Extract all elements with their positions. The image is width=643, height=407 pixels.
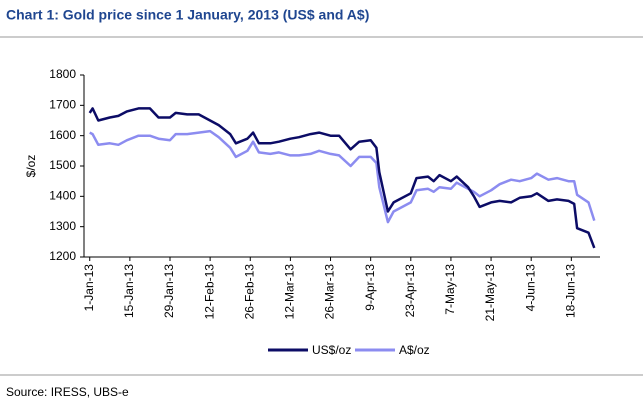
x-tick-label: 9-Apr-13 xyxy=(363,264,377,311)
x-tick-label: 7-May-13 xyxy=(443,264,457,315)
y-tick-label: 1300 xyxy=(49,219,76,233)
y-tick-label: 1800 xyxy=(49,67,76,81)
x-tick-label: 1-Jan-13 xyxy=(82,264,96,312)
x-tick-label: 12-Mar-13 xyxy=(283,264,297,320)
y-tick-label: 1400 xyxy=(49,189,76,203)
x-tick-label: 26-Feb-13 xyxy=(242,264,256,320)
legend-label: US$/oz xyxy=(312,343,351,357)
source: Source: IRESS, UBS-e xyxy=(6,385,129,399)
chart-title: Chart 1: Gold price since 1 January, 201… xyxy=(6,7,369,23)
series-line xyxy=(88,107,596,249)
x-tick-label: 15-Jan-13 xyxy=(122,264,136,318)
x-tick-label: 18-Jun-13 xyxy=(564,264,578,318)
legend-label: A$/oz xyxy=(399,343,430,357)
y-axis-label: $/oz xyxy=(24,155,38,178)
series-line xyxy=(89,129,596,224)
x-tick-label: 4-Jun-13 xyxy=(523,264,537,312)
x-tick-label: 23-Apr-13 xyxy=(403,264,417,318)
y-tick-label: 1600 xyxy=(49,128,76,142)
y-tick-label: 1200 xyxy=(49,249,76,263)
y-tick-label: 1500 xyxy=(49,158,76,172)
x-tick-label: 12-Feb-13 xyxy=(202,264,216,320)
x-tick-label: 21-May-13 xyxy=(483,264,497,322)
y-tick-label: 1700 xyxy=(49,98,76,112)
x-tick-label: 29-Jan-13 xyxy=(162,264,176,318)
x-tick-label: 26-Mar-13 xyxy=(323,264,337,320)
